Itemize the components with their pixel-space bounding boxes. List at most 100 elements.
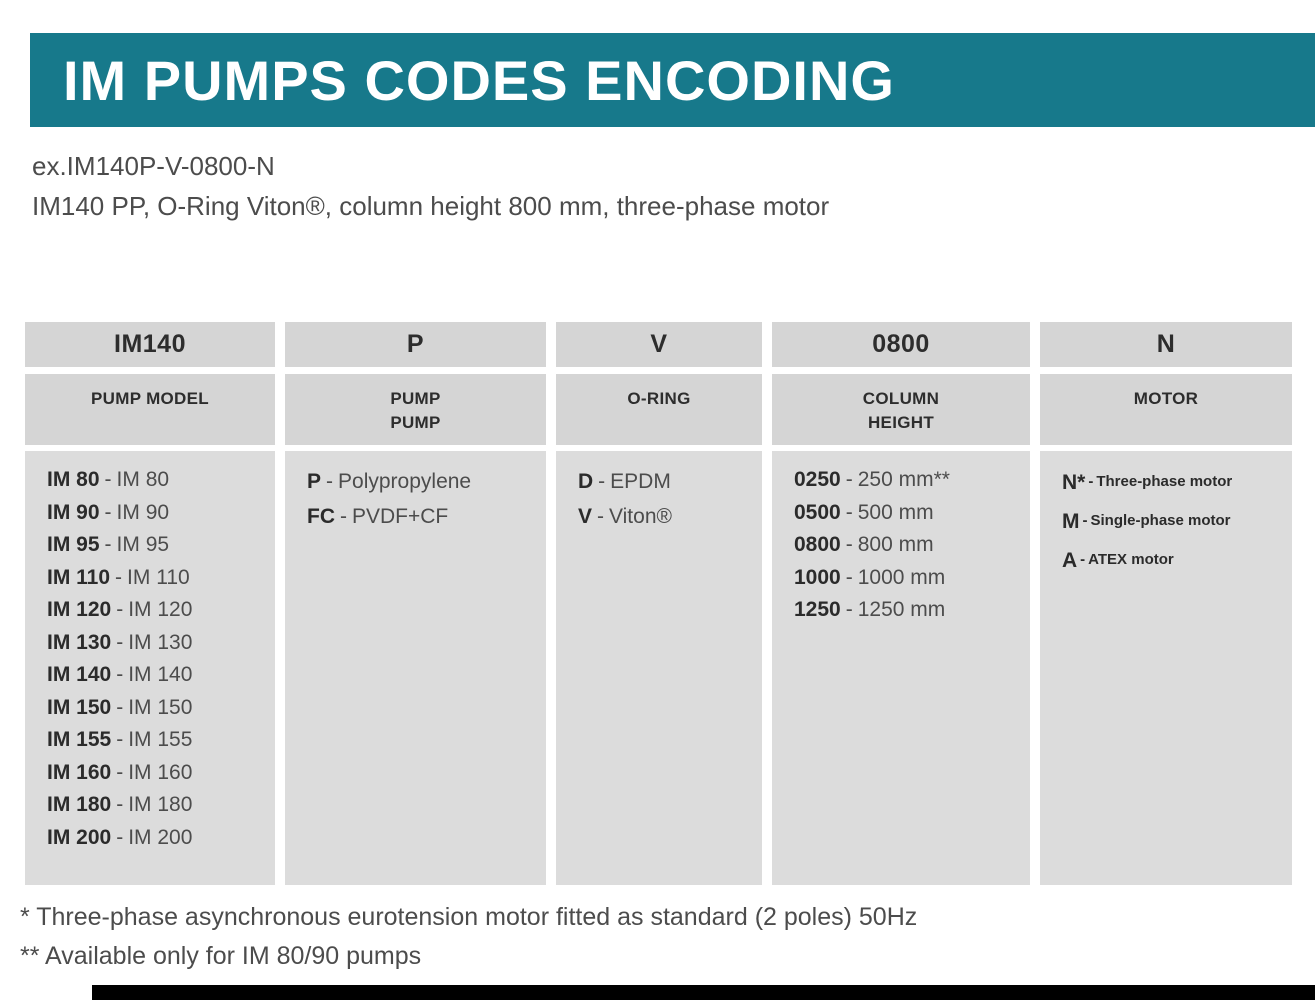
column-entries: P - Polypropylene FC - PVDF+CF [285, 451, 546, 885]
entry-description: IM 80 [116, 468, 170, 491]
entry-separator: - [104, 468, 112, 491]
entry-description: 1250 mm [857, 598, 946, 621]
example-code-line: ex.IM140P-V-0800-N [32, 151, 275, 181]
column-entries: IM 80- IM 80 IM 90- IM 90 IM 95- IM 95 IM 1… [25, 451, 275, 885]
entry-separator: - [116, 728, 124, 751]
column-code-header: P [285, 322, 546, 367]
entry-code: A [1062, 549, 1078, 572]
column-label: PUMP MODEL [25, 374, 275, 445]
column-label: MOTOR [1040, 374, 1292, 445]
code-entry: M - Single-phase motor [1062, 503, 1286, 542]
code-entry: FC - PVDF+CF [307, 499, 540, 534]
entry-code: 0250 [794, 468, 841, 491]
column-label: COLUMN HEIGHT [772, 374, 1030, 445]
entry-description: PVDF+CF [352, 505, 449, 528]
entry-description: IM 130 [128, 630, 193, 654]
entry-description: IM 160 [128, 760, 193, 784]
entry-code: IM 180 [47, 793, 112, 816]
code-entry: 0500-500 mm [794, 497, 1024, 530]
code-entry: IM 150- IM 150 [47, 692, 269, 725]
code-entry: IM 130- IM 130 [47, 627, 269, 660]
entry-separator: - [597, 505, 605, 528]
table-column-column-height: 0800 COLUMN HEIGHT 0250-250 mm** 0500-50… [772, 322, 1030, 885]
entry-description: 1000 mm [857, 565, 946, 589]
entry-description: 250 mm** [857, 468, 950, 491]
entry-separator: - [116, 598, 124, 621]
entry-code: IM 90 [47, 500, 100, 524]
entry-description: IM 90 [116, 500, 170, 524]
footnote-height: ** Available only for IM 80/90 pumps [20, 942, 422, 970]
entry-description: Three-phase motor [1096, 473, 1233, 490]
column-label: O-RING [556, 374, 762, 445]
entry-separator: - [326, 470, 334, 493]
entry-description: IM 110 [127, 565, 190, 589]
entry-description: IM 180 [128, 793, 193, 816]
entry-code: IM 80 [47, 468, 100, 491]
code-entry: IM 95- IM 95 [47, 529, 269, 562]
code-entry: 0800-800 mm [794, 529, 1024, 562]
entry-separator: - [1082, 512, 1088, 529]
code-entry: IM 155- IM 155 [47, 724, 269, 757]
code-entry: IM 120- IM 120 [47, 594, 269, 627]
entry-code: IM 130 [47, 630, 112, 654]
column-code-header: 0800 [772, 322, 1030, 367]
entry-description: ATEX motor [1088, 551, 1174, 568]
footnotes-block: * Three-phase asynchronous eurotension m… [20, 898, 917, 976]
page-title: IM PUMPS CODES ENCODING [63, 48, 895, 112]
entry-code: IM 150 [47, 695, 112, 719]
entry-description: EPDM [610, 470, 671, 493]
table-column-pump-material: P PUMP PUMP P - Polypropylene FC - PVDF+CF [285, 322, 546, 885]
entry-code: D [578, 470, 594, 493]
entry-separator: - [1080, 551, 1086, 568]
entry-description: 800 mm [857, 533, 934, 556]
entry-separator: - [104, 533, 112, 556]
code-entry: P - Polypropylene [307, 464, 540, 499]
entry-code: 0800 [794, 533, 841, 556]
entry-separator: - [104, 500, 112, 524]
entry-separator: - [845, 468, 853, 491]
entry-description: Polypropylene [338, 470, 472, 493]
code-example-block: ex.IM140P-V-0800-N IM140 PP, O-Ring Vito… [32, 146, 829, 226]
code-entry: IM 160- IM 160 [47, 757, 269, 790]
entry-code: N* [1062, 471, 1086, 494]
entry-description: IM 95 [116, 533, 170, 556]
entry-code: P [307, 470, 322, 493]
code-entry: IM 200- IM 200 [47, 822, 269, 855]
entry-description: Viton® [609, 505, 672, 528]
entry-description: IM 150 [128, 695, 193, 719]
code-entry: 0250-250 mm** [794, 464, 1024, 497]
entry-code: FC [307, 505, 335, 528]
table-column-motor: N MOTOR N* - Three-phase motor M - Single-ph… [1040, 322, 1292, 885]
column-code-header: N [1040, 322, 1292, 367]
code-entry: A - ATEX motor [1062, 542, 1286, 581]
code-entry: IM 80- IM 80 [47, 464, 269, 497]
entry-code: IM 200 [47, 825, 112, 849]
entry-separator: - [845, 533, 853, 556]
code-entry: V - Viton® [578, 499, 756, 534]
code-entry: N* - Three-phase motor [1062, 464, 1286, 503]
code-entry: IM 140- IM 140 [47, 659, 269, 692]
entry-code: IM 95 [47, 533, 100, 556]
table-column-oring: V O-RING D - EPDM V - Viton® [556, 322, 762, 885]
entry-description: IM 120 [128, 598, 193, 621]
page-title-bar: IM PUMPS CODES ENCODING [30, 33, 1315, 127]
entry-separator: - [1088, 473, 1094, 490]
entry-separator: - [845, 500, 853, 524]
entry-code: IM 120 [47, 598, 112, 621]
column-code-header: IM140 [25, 322, 275, 367]
entry-code: 0500 [794, 500, 841, 524]
entry-separator: - [116, 630, 124, 654]
entry-separator: - [598, 470, 606, 493]
code-entry: 1250-1250 mm [794, 594, 1024, 627]
column-entries: 0250-250 mm** 0500-500 mm 0800-800 mm 10… [772, 451, 1030, 885]
code-entry: IM 90- IM 90 [47, 497, 269, 530]
entry-description: IM 155 [128, 728, 193, 751]
code-entry: IM 180- IM 180 [47, 789, 269, 822]
entry-description: IM 140 [128, 663, 193, 686]
entry-code: IM 110 [47, 565, 111, 589]
entry-separator: - [340, 505, 347, 528]
code-entry: D - EPDM [578, 464, 756, 499]
entry-description: 500 mm [857, 500, 934, 524]
code-entry: IM 110- IM 110 [47, 562, 269, 595]
entry-code: 1250 [794, 598, 841, 621]
